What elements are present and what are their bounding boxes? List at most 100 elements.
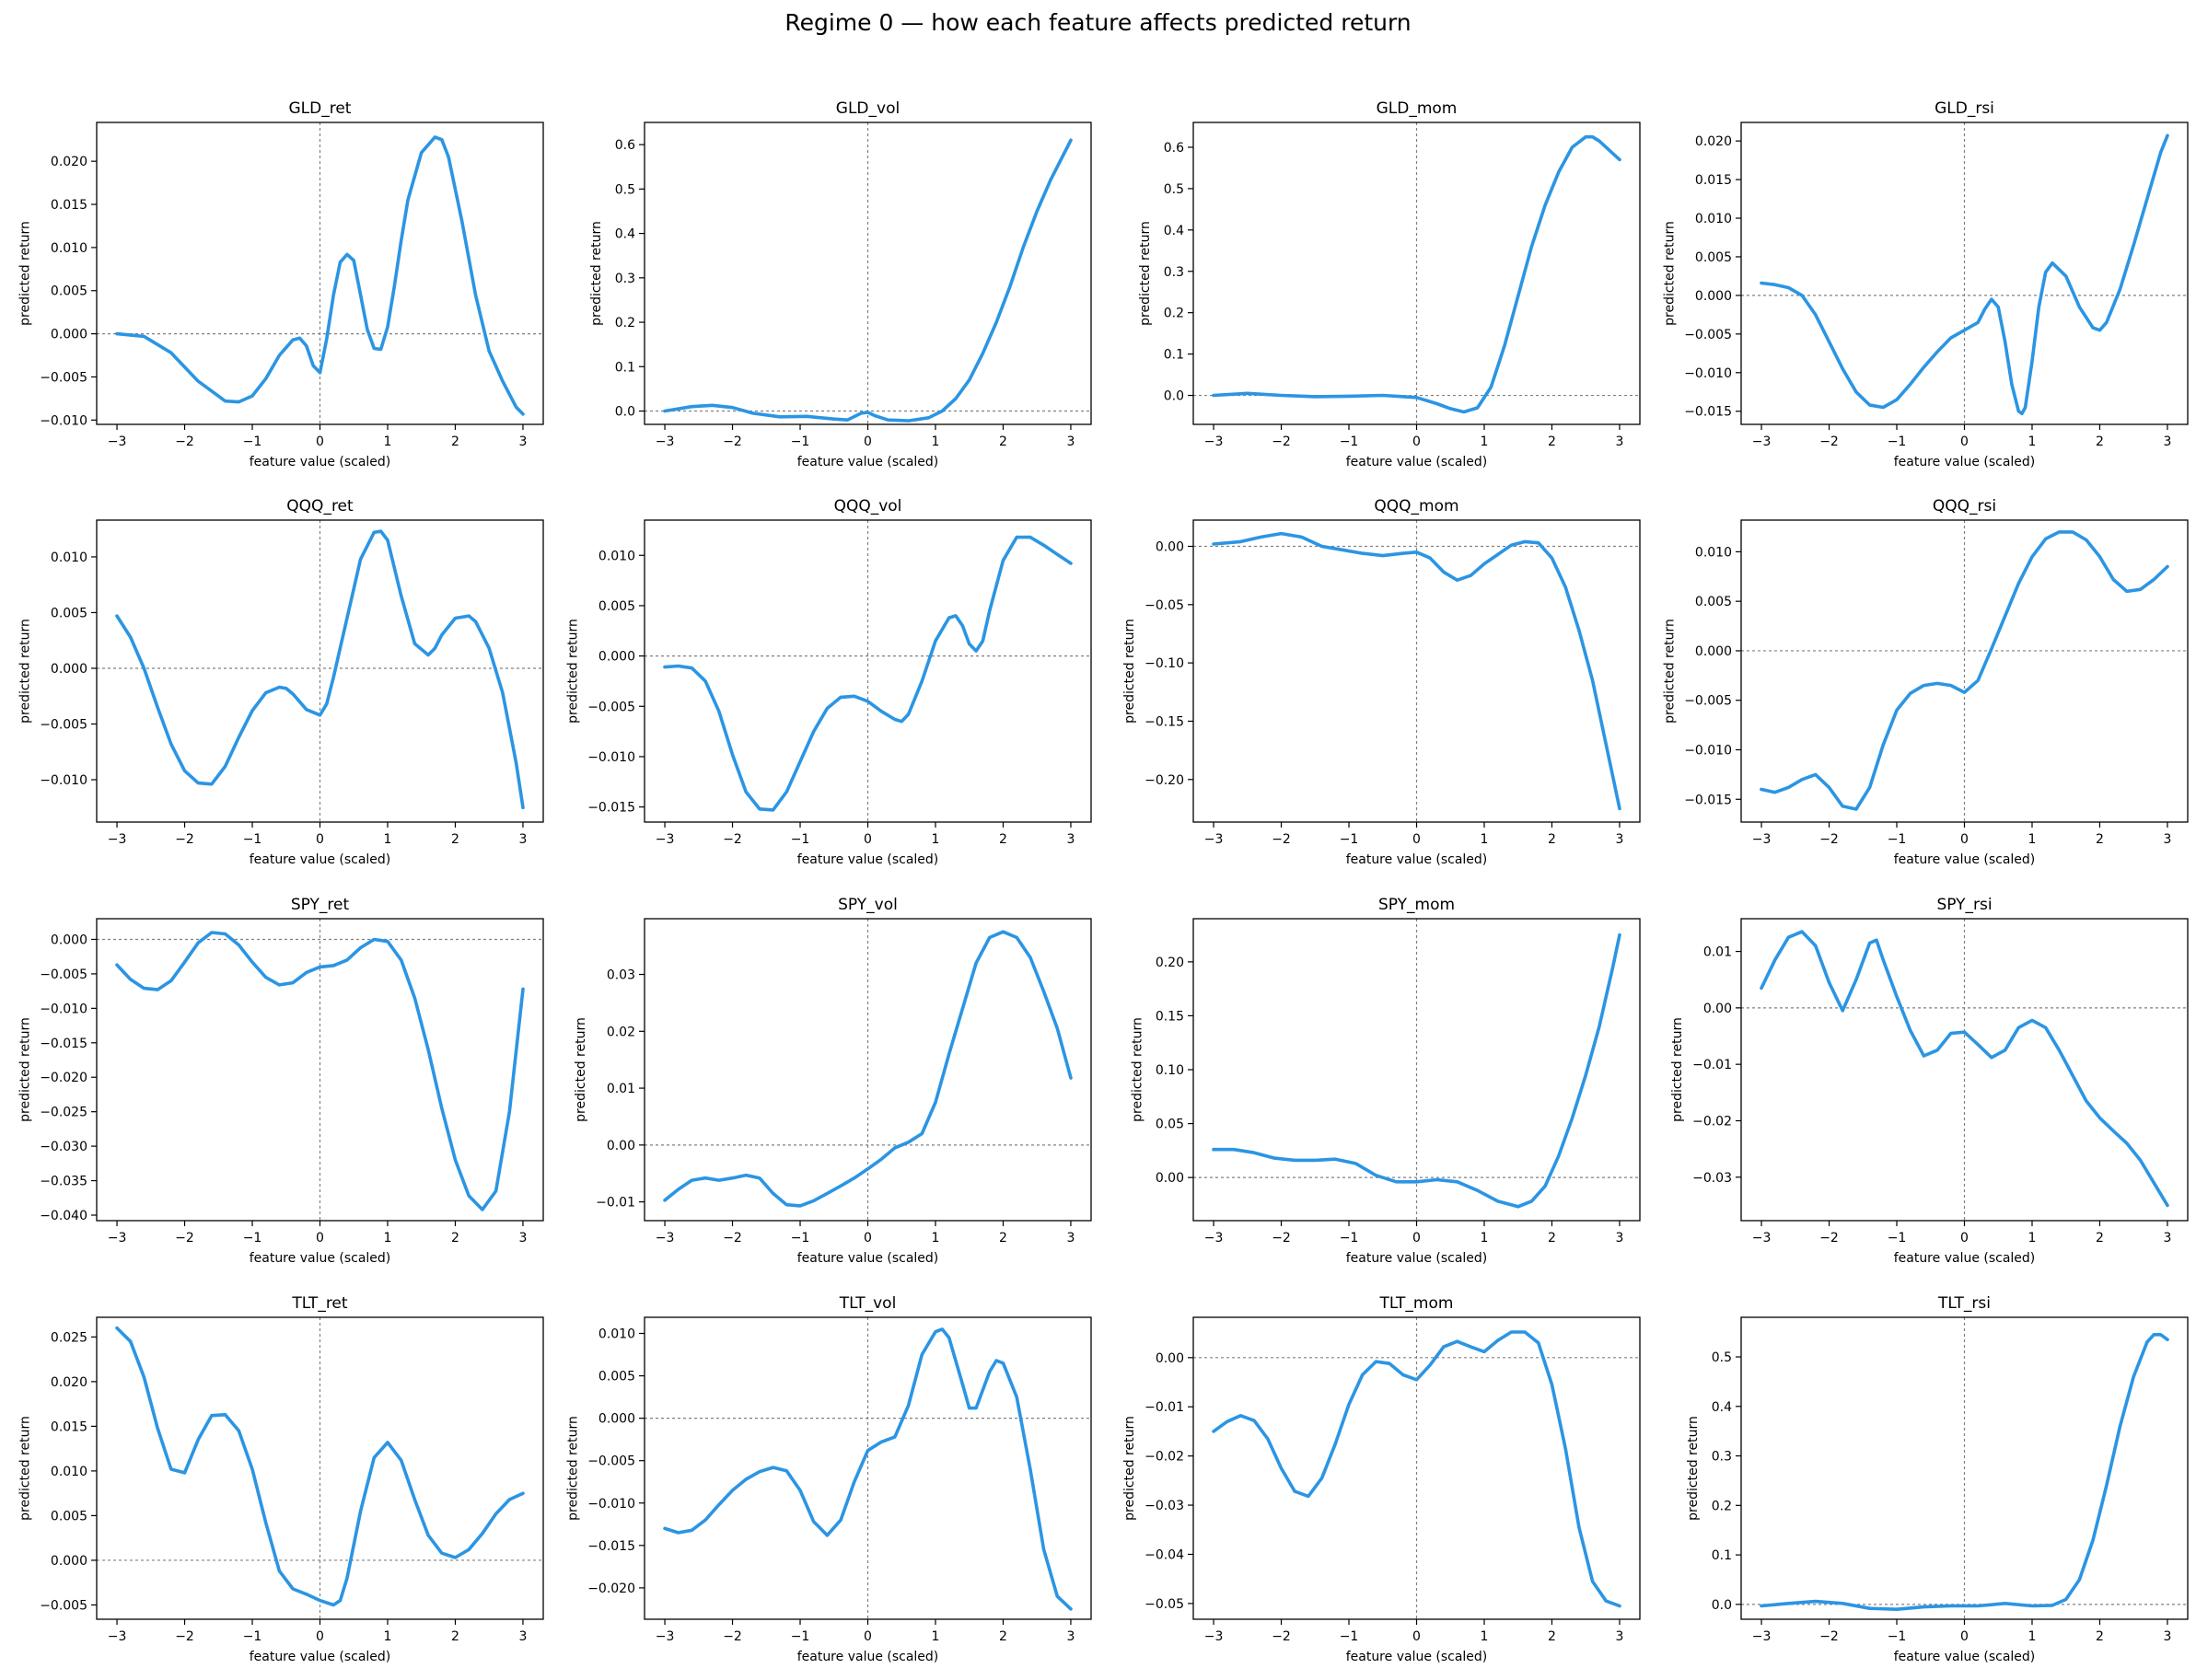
y-tick-label: −0.01 xyxy=(1144,1400,1184,1415)
series-line xyxy=(115,931,525,1211)
x-tick-label: −1 xyxy=(243,1629,262,1644)
subplot-title: QQQ_ret xyxy=(286,497,354,516)
y-tick-label: 0.3 xyxy=(1164,265,1184,280)
y-tick-label: −0.005 xyxy=(587,700,635,714)
x-tick-label: 3 xyxy=(518,1231,527,1246)
y-tick-label: 0.00 xyxy=(1156,1351,1184,1366)
y-tick-label: 0.000 xyxy=(1695,289,1732,304)
x-tick-label: −3 xyxy=(1752,1629,1772,1644)
series-line xyxy=(1212,1330,1621,1608)
x-tick-label: −2 xyxy=(175,434,194,449)
x-tick-label: 1 xyxy=(384,832,392,847)
y-tick-label: −0.020 xyxy=(587,1582,635,1596)
series-line xyxy=(663,138,1073,423)
x-tick-label: 2 xyxy=(451,1231,459,1246)
x-tick-label: −2 xyxy=(175,1231,194,1246)
x-tick-label: 0 xyxy=(1960,1629,1969,1644)
y-tick-label: −0.030 xyxy=(40,1140,87,1154)
x-tick-label: −3 xyxy=(1204,1629,1224,1644)
x-tick-label: −1 xyxy=(791,1629,810,1644)
y-tick-label: −0.005 xyxy=(40,1598,87,1613)
y-tick-label: 0.1 xyxy=(1712,1548,1732,1563)
x-tick-label: 3 xyxy=(1615,1231,1623,1246)
subplot-title: QQQ_rsi xyxy=(1933,497,1996,516)
x-tick-label: 0 xyxy=(1960,832,1969,847)
y-tick-label: 0.010 xyxy=(1695,545,1732,560)
y-axis-label: predicted return xyxy=(17,1416,32,1521)
x-tick-label: −1 xyxy=(1340,1231,1359,1246)
y-tick-label: 0.010 xyxy=(51,241,87,256)
y-tick-label: −0.10 xyxy=(1144,656,1184,671)
y-tick-label: −0.010 xyxy=(587,750,635,765)
x-tick-label: −1 xyxy=(1340,1629,1359,1644)
y-tick-label: 0.005 xyxy=(51,284,87,299)
y-tick-label: 0.2 xyxy=(1712,1499,1732,1513)
subplot-GLD_rsi: −3 −2 −1 0 1 2 3 −0.015 −0.010 −0.005 0.000 0.005 0.… xyxy=(1662,99,2189,469)
x-tick-label: −2 xyxy=(1819,434,1839,449)
x-axis-label: feature value (scaled) xyxy=(797,1251,939,1266)
subplot-QQQ_mom: −3 −2 −1 0 1 2 3 −0.20 −0.15 −0.10 −0.05 0.00 QQQ_mo… xyxy=(1122,497,1641,867)
subplot-title: SPY_rsi xyxy=(1936,896,1992,914)
subplot-title: SPY_mom xyxy=(1378,896,1455,914)
x-axis-label: feature value (scaled) xyxy=(797,455,939,469)
x-tick-label: 1 xyxy=(384,1231,392,1246)
x-tick-label: −1 xyxy=(791,1231,810,1246)
x-tick-label: 0 xyxy=(1960,434,1969,449)
y-tick-label: 0.010 xyxy=(51,1465,87,1479)
y-tick-label: 0.00 xyxy=(1156,539,1184,554)
x-tick-label: 3 xyxy=(1066,434,1075,449)
y-tick-label: 0.000 xyxy=(51,328,87,342)
y-tick-label: −0.15 xyxy=(1144,714,1184,729)
y-axis-label: predicted return xyxy=(17,619,32,724)
subplot-SPY_mom: −3 −2 −1 0 1 2 3 0.00 0.05 0.10 0.15 0.20 SPY_momfea… xyxy=(1131,896,1641,1266)
x-tick-label: −3 xyxy=(656,434,675,449)
y-tick-label: 0.3 xyxy=(1712,1450,1732,1465)
x-tick-label: 1 xyxy=(2028,1231,2037,1246)
x-tick-label: 2 xyxy=(451,1629,459,1644)
y-tick-label: 0.000 xyxy=(51,1554,87,1569)
subplot-TLT_rsi: −3 −2 −1 0 1 2 3 0.0 0.1 0.2 0.3 0.4 0.5 TLT_rsifeatu… xyxy=(1686,1294,2189,1664)
subplot-TLT_vol: −3 −2 −1 0 1 2 3 −0.020 −0.015 −0.010 −0.005 0.000 0… xyxy=(565,1294,1092,1664)
subplot-GLD_ret: −3 −2 −1 0 1 2 3 −0.010 −0.005 0.000 0.005 0.010 0.0… xyxy=(17,99,544,469)
y-tick-label: 0.5 xyxy=(1712,1350,1732,1365)
x-axis-label: feature value (scaled) xyxy=(797,852,939,867)
y-tick-label: 0.025 xyxy=(51,1330,87,1345)
x-tick-label: 2 xyxy=(2096,1629,2104,1644)
y-tick-label: 0.05 xyxy=(1156,1118,1184,1132)
y-axis-label: predicted return xyxy=(589,221,604,326)
y-tick-label: −0.015 xyxy=(1684,793,1732,807)
x-tick-label: 3 xyxy=(518,434,527,449)
x-tick-label: −1 xyxy=(1888,832,1907,847)
x-tick-label: 1 xyxy=(932,1231,940,1246)
series-line xyxy=(115,1326,525,1607)
x-tick-label: −1 xyxy=(1340,832,1359,847)
y-tick-label: −0.02 xyxy=(1144,1450,1184,1465)
y-tick-label: 0.010 xyxy=(598,549,635,563)
x-tick-label: 3 xyxy=(518,832,527,847)
y-axis-label: predicted return xyxy=(565,1416,580,1521)
y-tick-label: 0.0 xyxy=(1712,1598,1732,1613)
x-tick-label: 1 xyxy=(1481,434,1489,449)
subplot-title: SPY_ret xyxy=(291,896,350,914)
x-tick-label: −3 xyxy=(1204,434,1224,449)
x-tick-label: −3 xyxy=(656,1629,675,1644)
x-axis-label: feature value (scaled) xyxy=(1346,1251,1488,1266)
x-tick-label: 0 xyxy=(1412,832,1421,847)
x-tick-label: −1 xyxy=(243,434,262,449)
y-axis-label: predicted return xyxy=(1122,1416,1137,1521)
y-tick-label: 0.2 xyxy=(1164,307,1184,321)
x-axis-label: feature value (scaled) xyxy=(250,1650,391,1664)
series-line xyxy=(663,1327,1073,1611)
subplot-title: TLT_ret xyxy=(291,1294,347,1313)
y-tick-label: 0.3 xyxy=(615,272,635,286)
y-tick-label: 0.02 xyxy=(607,1025,635,1039)
y-tick-label: 0.020 xyxy=(51,155,87,169)
y-tick-label: 0.020 xyxy=(1695,134,1732,149)
x-tick-label: 0 xyxy=(864,1231,872,1246)
y-tick-label: 0.010 xyxy=(1695,212,1732,226)
y-tick-label: 0.010 xyxy=(51,550,87,565)
y-tick-label: 0.000 xyxy=(51,933,87,947)
y-tick-label: 0.005 xyxy=(598,1370,635,1385)
x-tick-label: 2 xyxy=(2096,434,2104,449)
series-line xyxy=(1760,133,2169,416)
